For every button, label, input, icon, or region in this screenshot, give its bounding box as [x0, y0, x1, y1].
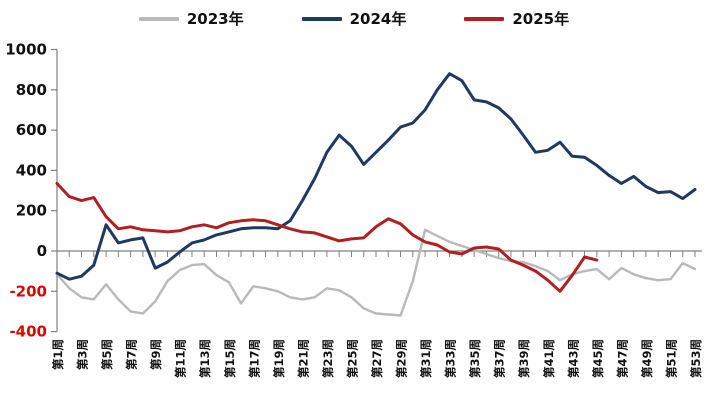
y-tick-label: 800	[16, 81, 47, 99]
legend-label-2024: 2024年	[349, 10, 407, 28]
x-tick-label: 第25周	[345, 339, 359, 378]
x-tick-label: 第19周	[272, 339, 286, 378]
x-tick-label: 第41周	[542, 339, 556, 378]
x-tick-label: 第47周	[615, 339, 629, 378]
x-tick-label: 第29周	[395, 339, 409, 378]
x-tick-label: 第13周	[198, 339, 212, 378]
x-tick-label: 第11周	[174, 339, 188, 378]
x-tick-label: 第31周	[419, 339, 433, 378]
x-tick-label: 第5周	[100, 339, 114, 370]
x-tick-label: 第9周	[149, 339, 163, 370]
x-tick-label: 第15周	[223, 339, 237, 378]
legend-item-2025: 2025年	[464, 8, 569, 29]
y-tick-label: 600	[16, 121, 47, 139]
series-line-2025	[55, 182, 599, 293]
x-tick-label: 第43周	[566, 339, 580, 378]
x-tick-label: 第51周	[664, 339, 678, 378]
x-tick-label: 第7周	[125, 339, 139, 370]
legend-swatch-2024	[301, 16, 342, 21]
x-tick-label: 第3周	[76, 339, 90, 370]
x-tick-label: 第49周	[640, 339, 654, 378]
y-tick-label: 400	[16, 161, 47, 179]
x-tick-label: 第27周	[370, 339, 384, 378]
x-tick-label: 第45周	[591, 339, 605, 378]
x-tick-label: 第35周	[468, 339, 482, 378]
x-tick-label: 第37周	[493, 339, 507, 378]
y-tick-label: -200	[9, 282, 47, 300]
x-tick-label: 第17周	[247, 339, 261, 378]
legend-swatch-2023	[138, 16, 179, 21]
x-tick-label: 第39周	[517, 339, 531, 378]
x-tick-label: 第33周	[444, 339, 458, 378]
legend-item-2024: 2024年	[301, 8, 407, 29]
legend-label-2025: 2025年	[512, 10, 570, 28]
y-tick-label: 200	[16, 202, 47, 220]
x-tick-label: 第53周	[689, 339, 703, 378]
series-line-2023	[55, 228, 697, 317]
x-tick-label: 第23周	[321, 339, 335, 378]
y-tick-label: -400	[9, 323, 47, 341]
y-tick-label: 0	[37, 242, 47, 260]
x-tick-label: 第1周	[51, 339, 65, 370]
x-tick-label: 第21周	[296, 339, 310, 378]
chart-legend: 2023年 2024年 2025年	[0, 8, 708, 29]
legend-label-2023: 2023年	[186, 10, 244, 28]
legend-item-2023: 2023年	[138, 8, 244, 29]
legend-swatch-2025	[464, 16, 505, 21]
y-tick-label: 1000	[5, 41, 47, 59]
series-line-2024	[55, 72, 697, 281]
